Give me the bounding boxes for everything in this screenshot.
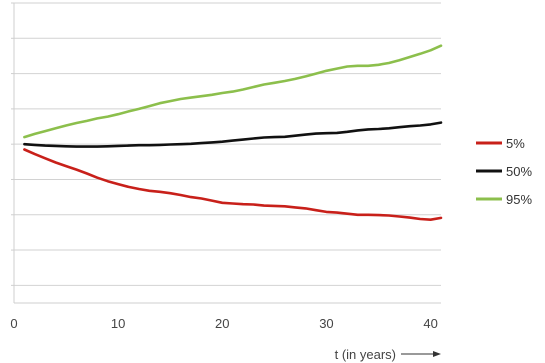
legend-label-95pct: 95%: [506, 192, 532, 207]
x-tick-label-20: 20: [215, 316, 229, 331]
axes: [11, 2, 441, 304]
x-tick-label-10: 10: [111, 316, 125, 331]
x-axis-title-group: t (in years): [335, 347, 441, 362]
x-axis-arrow-head: [433, 351, 441, 357]
x-tick-label-0: 0: [10, 316, 17, 331]
legend-label-5pct: 5%: [506, 136, 525, 151]
series-line-5pct: [23, 148, 443, 221]
series-layer: [23, 44, 443, 221]
gridlines: [14, 2, 441, 286]
x-tick-label-30: 30: [319, 316, 333, 331]
x-axis-title: t (in years): [335, 347, 396, 362]
series-line-95pct: [23, 44, 443, 139]
x-tick-label-40: 40: [423, 316, 437, 331]
legend: 5% 50% 95%: [476, 136, 532, 207]
legend-label-50pct: 50%: [506, 164, 532, 179]
series-line-50pct: [23, 121, 443, 148]
x-tick-labels: 0 10 20 30 40: [10, 316, 437, 331]
